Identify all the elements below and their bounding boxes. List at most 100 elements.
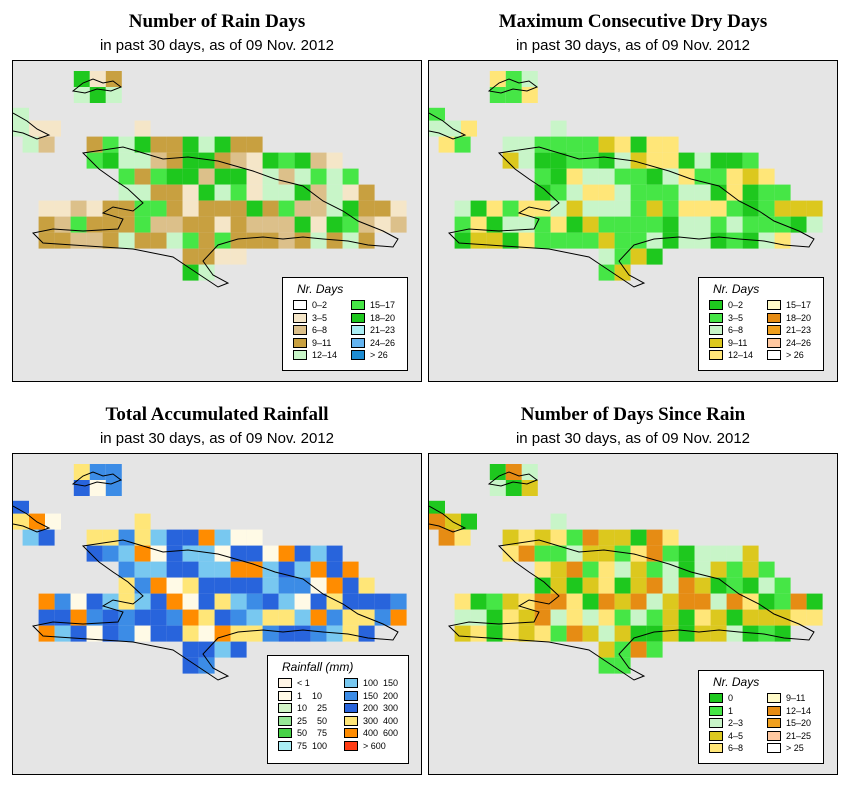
grid-cell xyxy=(342,232,359,249)
grid-cell xyxy=(278,625,295,642)
grid-cell xyxy=(246,136,263,153)
grid-cell xyxy=(358,593,375,610)
grid-cell xyxy=(518,152,535,169)
grid-cell xyxy=(678,232,695,249)
legend-swatch xyxy=(351,337,365,348)
grid-cell xyxy=(646,577,663,594)
grid-cell xyxy=(614,545,631,562)
grid-cell xyxy=(518,609,535,626)
grid-cell xyxy=(726,216,743,233)
grid-cell xyxy=(86,625,103,642)
grid-cell xyxy=(662,232,679,249)
grid-cell xyxy=(550,184,567,201)
grid-cell xyxy=(198,577,215,594)
panel-title: Number of Days Since Rain xyxy=(520,404,746,425)
grid-cell xyxy=(742,184,759,201)
grid-cell xyxy=(326,232,343,249)
grid-cell xyxy=(134,136,151,153)
grid-cell xyxy=(310,625,327,642)
legend-label: 100 150 xyxy=(363,678,399,688)
grid-cell xyxy=(758,200,775,217)
legend-swatch xyxy=(278,728,292,738)
grid-cell xyxy=(566,184,583,201)
grid-cell xyxy=(742,152,759,169)
grid-cell xyxy=(710,216,727,233)
grid-cell xyxy=(54,625,71,642)
grid-cell xyxy=(438,529,455,546)
grid-cell xyxy=(198,232,215,249)
grid-cell xyxy=(662,561,679,578)
legend-label: 15–17 xyxy=(370,300,396,310)
legend-label: 0 xyxy=(728,693,734,703)
legend-label: 21–23 xyxy=(786,325,812,335)
grid-cell xyxy=(742,232,759,249)
grid-cell xyxy=(134,545,151,562)
grid-cell xyxy=(278,184,295,201)
map-rain-days xyxy=(12,60,422,382)
grid-cell xyxy=(694,609,711,626)
grid-cell xyxy=(166,609,183,626)
grid-cell xyxy=(646,545,663,562)
grid-cell xyxy=(489,87,506,103)
grid-cell xyxy=(134,120,151,137)
grid-cell xyxy=(694,184,711,201)
grid-cell xyxy=(358,577,375,594)
grid-cell xyxy=(246,216,263,233)
grid-cell xyxy=(582,232,599,249)
grid-cell xyxy=(214,593,231,610)
grid-cell xyxy=(710,561,727,578)
legend-label: 300 400 xyxy=(363,715,399,726)
grid-cell xyxy=(742,625,759,642)
panel-rain-days: Number of Rain Days in past 30 days, as … xyxy=(12,0,422,385)
legend: Rainfall (mm) < 1 1 10 10 25 25 50 50 75 75 1… xyxy=(267,655,409,764)
grid-cell xyxy=(294,561,311,578)
grid-cell xyxy=(614,152,631,169)
grid-cell xyxy=(134,168,151,185)
grid-cell xyxy=(326,184,343,201)
grid-cell xyxy=(246,529,263,546)
grid-cell xyxy=(374,216,391,233)
grid-cell xyxy=(22,529,39,546)
grid-cell xyxy=(758,593,775,610)
grid-cell xyxy=(54,609,71,626)
grid-cell xyxy=(461,120,477,137)
grid-cell xyxy=(566,200,583,217)
grid-cell xyxy=(502,625,519,642)
grid-cell xyxy=(534,200,551,217)
grid-cell xyxy=(505,87,522,103)
grid-cell xyxy=(214,136,231,153)
grid-cell xyxy=(550,513,567,530)
grid-cell xyxy=(566,577,583,594)
grid-cell xyxy=(278,577,295,594)
grid-cell xyxy=(662,593,679,610)
grid-cell xyxy=(534,216,551,233)
grid-cell xyxy=(710,232,727,249)
grid-cell xyxy=(214,609,231,626)
grid-cell xyxy=(662,529,679,546)
grid-cell xyxy=(710,152,727,169)
grid-cell xyxy=(614,216,631,233)
grid-cell xyxy=(294,168,311,185)
grid-cell xyxy=(262,593,279,610)
legend-title: Nr. Days xyxy=(713,675,760,689)
grid-cell xyxy=(758,232,775,249)
grid-cell xyxy=(134,609,151,626)
grid-cell xyxy=(806,593,823,610)
legend-label: 400 600 xyxy=(363,728,399,738)
grid-cell xyxy=(582,216,599,233)
grid-cell xyxy=(134,184,151,201)
grid-cell xyxy=(230,545,247,562)
grid-cell xyxy=(278,232,295,249)
grid-cell xyxy=(454,625,471,642)
grid-cell xyxy=(630,248,647,265)
legend-label: 6–8 xyxy=(728,743,744,753)
grid-cell xyxy=(102,625,119,642)
grid-cell xyxy=(310,545,327,562)
grid-cell xyxy=(73,480,90,496)
grid-cell xyxy=(70,200,87,217)
grid-cell xyxy=(310,200,327,217)
grid-cell xyxy=(326,545,343,562)
grid-cell xyxy=(230,168,247,185)
grid-cell xyxy=(118,232,135,249)
grid-cell xyxy=(182,529,199,546)
